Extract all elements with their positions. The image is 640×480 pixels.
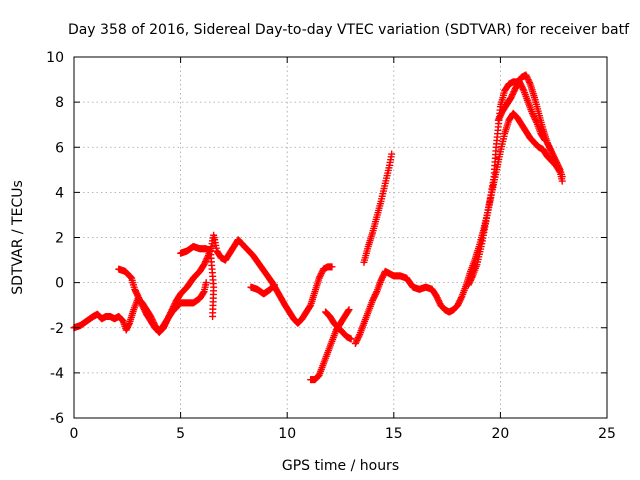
data-point: [555, 164, 563, 172]
y-tick-label: 4: [55, 185, 64, 201]
y-tick-label: 10: [46, 50, 64, 66]
x-tick-label: 15: [385, 426, 403, 442]
data-point: [209, 312, 217, 320]
y-axis-label: SDTVAR / TECUs: [10, 180, 26, 295]
data-point: [355, 332, 363, 340]
data-point: [126, 273, 134, 281]
data-points: [70, 71, 566, 384]
data-point: [270, 282, 278, 290]
data-point: [347, 335, 355, 343]
data-point: [270, 281, 278, 289]
y-tick-label: -6: [50, 411, 64, 427]
data-point: [372, 289, 380, 297]
y-tick-label: 0: [55, 276, 64, 292]
data-point: [388, 150, 396, 158]
data-point: [526, 79, 534, 87]
data-point: [519, 85, 527, 93]
data-point: [199, 289, 207, 297]
data-point: [306, 302, 314, 310]
data-point: [532, 117, 540, 125]
data-point: [269, 282, 277, 290]
y-tick-label: 6: [55, 140, 64, 156]
x-axis-label: GPS time / hours: [282, 458, 399, 474]
x-tick-label: 0: [70, 426, 79, 442]
y-tick-label: 2: [55, 231, 64, 247]
x-tick-label: 5: [176, 426, 185, 442]
x-tick-label: 10: [278, 426, 296, 442]
data-point: [541, 136, 549, 144]
data-point: [345, 306, 353, 314]
data-point: [344, 307, 352, 315]
data-point: [540, 135, 548, 143]
y-tick-label: -4: [50, 366, 64, 382]
axis-ticks: 0 5 10 15 20 25 -6 -4 -2 0 2 4 6 8 10: [46, 50, 616, 442]
y-tick-label: -2: [50, 321, 64, 337]
x-tick-label: 25: [598, 426, 616, 442]
data-point: [468, 273, 476, 281]
data-point: [202, 279, 210, 287]
data-point: [328, 263, 336, 271]
y-tick-label: 8: [55, 95, 64, 111]
data-point: [558, 173, 566, 181]
grid: [74, 57, 607, 418]
x-tick-label: 20: [491, 426, 509, 442]
chart-title: Day 358 of 2016, Sidereal Day-to-day VTE…: [68, 22, 630, 38]
data-point: [457, 294, 465, 302]
